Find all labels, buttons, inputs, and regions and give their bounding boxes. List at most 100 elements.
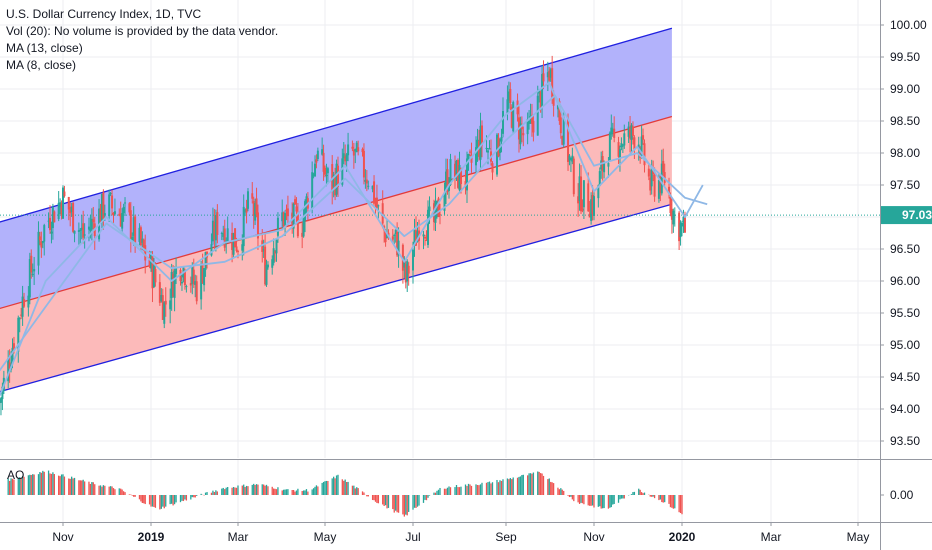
candle-body	[50, 231, 53, 234]
candle-body	[41, 240, 44, 244]
candle-body	[31, 273, 34, 276]
candle-body	[481, 125, 483, 146]
candle-body	[326, 168, 329, 174]
candle-body	[210, 244, 213, 256]
candle-body	[367, 185, 370, 187]
candle-body	[254, 203, 257, 221]
x-tick-label: Nov	[583, 530, 604, 544]
candle-body	[141, 238, 144, 243]
ao-y-tick-label: 0.00	[890, 488, 914, 502]
candle-body	[237, 251, 239, 253]
candle-body	[611, 128, 614, 133]
candle-body	[436, 200, 438, 206]
candle-body	[347, 144, 350, 156]
candle-body	[28, 259, 31, 298]
candle-body	[357, 147, 360, 152]
candle-body	[559, 117, 562, 134]
candle-body	[434, 200, 437, 223]
candle-body	[538, 89, 541, 94]
candle-body	[546, 72, 549, 78]
candle-body	[256, 212, 259, 239]
candle-body	[100, 194, 103, 223]
candle-body	[170, 271, 173, 298]
candle-body	[335, 163, 338, 195]
candle-body	[129, 210, 132, 239]
candle-body	[119, 213, 122, 227]
last-price-badge	[881, 206, 932, 225]
candle-body	[262, 249, 265, 251]
candle-body	[352, 149, 355, 156]
candle-body	[491, 163, 494, 173]
candle-body	[561, 136, 564, 145]
candle-body	[200, 263, 203, 300]
candle-body	[647, 168, 650, 177]
candle-body	[334, 176, 337, 196]
moving-averages	[0, 81, 708, 397]
y-tick-label: 100.00	[890, 18, 927, 32]
y-tick-label: 94.00	[890, 402, 920, 416]
candle-body	[37, 231, 40, 266]
candle-body	[185, 286, 188, 288]
candle-body	[152, 265, 155, 288]
candle-body	[446, 169, 449, 192]
candle-body	[79, 229, 82, 231]
candle-body	[673, 214, 676, 216]
chart-legend: U.S. Dollar Currency Index, 1D, TVC Vol …	[6, 6, 278, 74]
candle-body	[682, 216, 685, 222]
candle-body	[285, 209, 288, 211]
candle-body	[542, 73, 545, 82]
candle-body	[33, 269, 36, 272]
candle-body	[516, 100, 519, 115]
candle-body	[344, 156, 347, 162]
candle-body	[82, 223, 85, 238]
candle-body	[232, 233, 235, 255]
candle-body	[139, 227, 142, 246]
candle-body	[324, 167, 326, 175]
candle-body	[203, 268, 206, 286]
candle-body	[222, 233, 225, 237]
candle-body	[588, 213, 591, 218]
candle-body	[264, 246, 267, 285]
candle-body	[558, 100, 561, 121]
legend-ma8: MA (8, close)	[6, 58, 77, 72]
x-tick-label: Mar	[761, 530, 782, 544]
candle-body	[80, 227, 83, 230]
candle-body	[479, 125, 482, 160]
candle-body	[234, 228, 237, 248]
candle-body	[522, 133, 525, 136]
candle-body	[59, 202, 62, 208]
candle-body	[552, 94, 555, 106]
candle-body	[499, 145, 501, 153]
channel-lower-fill	[0, 116, 672, 392]
candle-body	[627, 126, 630, 137]
candle-body	[454, 163, 456, 178]
y-tick-label: 99.00	[890, 82, 920, 96]
y-tick-label: 96.00	[890, 274, 920, 288]
candle-body	[302, 217, 305, 237]
candle-body	[164, 300, 167, 305]
candle-body	[304, 201, 307, 221]
candle-body	[650, 167, 653, 187]
candle-body	[520, 126, 523, 130]
candle-body	[427, 209, 429, 245]
candle-body	[175, 267, 178, 275]
candle-body	[70, 206, 73, 212]
candle-body	[266, 264, 269, 268]
candle-body	[681, 222, 683, 227]
candle-body	[467, 153, 470, 159]
candle-body	[630, 125, 633, 140]
candle-body	[295, 206, 298, 212]
candle-body	[83, 234, 86, 236]
candle-body	[660, 163, 663, 194]
candle-body	[407, 265, 410, 274]
candle-body	[364, 179, 367, 182]
candle-body	[464, 181, 467, 187]
candle-body	[169, 300, 172, 310]
candle-body	[424, 237, 426, 239]
candle-body	[113, 211, 116, 215]
candle-body	[111, 195, 114, 209]
candle-body	[445, 171, 447, 191]
candle-body	[653, 174, 656, 197]
candle-body	[7, 358, 10, 382]
